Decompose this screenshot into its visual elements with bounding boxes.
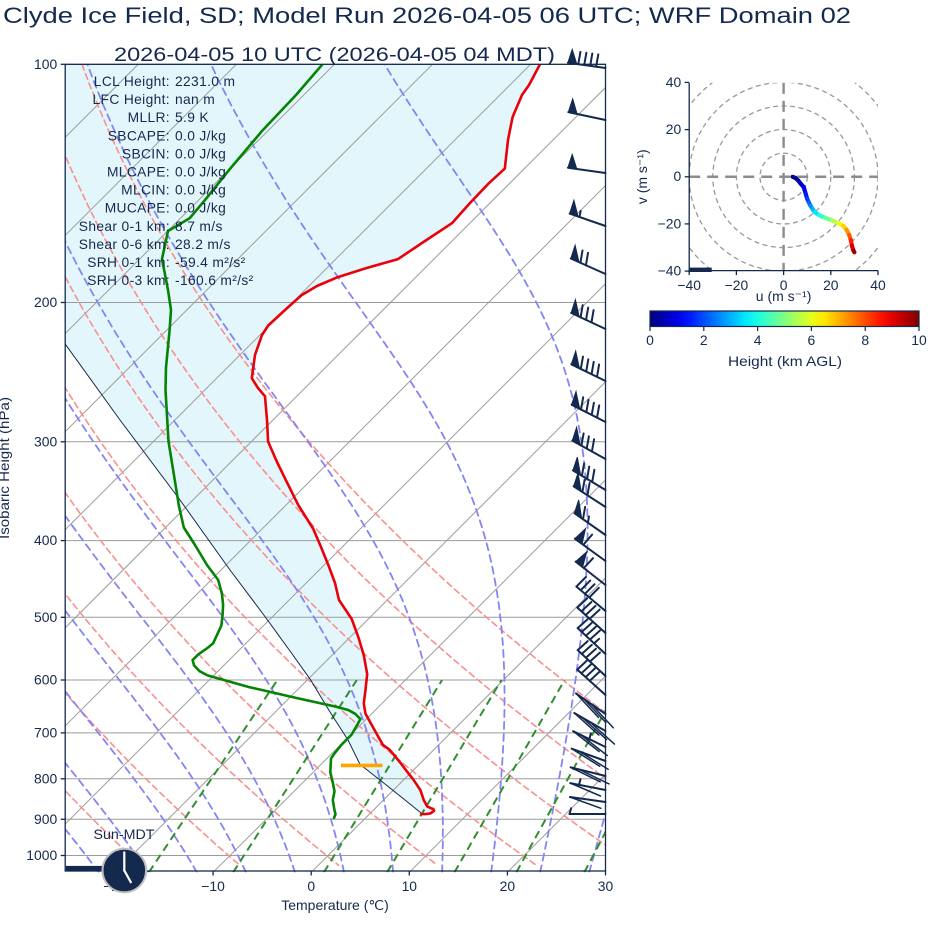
svg-text:8.7 m/s: 8.7 m/s: [175, 219, 223, 234]
svg-text:0.0 J/kg: 0.0 J/kg: [175, 201, 226, 216]
svg-text:4: 4: [754, 332, 762, 348]
svg-text:MLCAPE:: MLCAPE:: [107, 165, 170, 180]
svg-text:SBCIN:: SBCIN:: [122, 146, 170, 161]
svg-text:-160.6 m²/s²: -160.6 m²/s²: [175, 273, 254, 288]
svg-text:600: 600: [34, 672, 57, 688]
svg-text:10: 10: [911, 332, 927, 348]
svg-text:−10: −10: [201, 878, 225, 894]
svg-text:−20: −20: [725, 277, 749, 293]
svg-text:LFC Height:: LFC Height:: [93, 92, 170, 107]
svg-text:MLLR:: MLLR:: [128, 110, 170, 125]
svg-text:2026-04-05 10 UTC (2026-04-05: 2026-04-05 10 UTC (2026-04-05 04 MDT): [114, 44, 555, 66]
svg-text:SRH 0-3 km:: SRH 0-3 km:: [87, 273, 170, 288]
svg-text:5.9 K: 5.9 K: [175, 110, 209, 125]
svg-text:nan m: nan m: [175, 92, 215, 107]
svg-text:0: 0: [780, 277, 788, 293]
svg-text:MUCAPE:: MUCAPE:: [105, 201, 170, 216]
svg-text:800: 800: [34, 770, 57, 786]
svg-text:6: 6: [808, 332, 816, 348]
svg-text:400: 400: [34, 532, 57, 548]
svg-text:2: 2: [700, 332, 708, 348]
svg-text:−20: −20: [658, 215, 682, 231]
svg-text:40: 40: [870, 277, 886, 293]
svg-text:100: 100: [34, 56, 57, 72]
svg-text:500: 500: [34, 609, 57, 625]
svg-text:Isobaric Height (hPa): Isobaric Height (hPa): [0, 397, 12, 539]
svg-text:v (m s⁻¹): v (m s⁻¹): [634, 149, 650, 204]
svg-text:200: 200: [34, 294, 57, 310]
svg-text:Height (km AGL): Height (km AGL): [728, 353, 842, 369]
svg-text:LCL Height:: LCL Height:: [94, 74, 170, 89]
svg-text:0.0 J/kg: 0.0 J/kg: [175, 165, 226, 180]
svg-text:Clyde Ice Field, SD; Model Run: Clyde Ice Field, SD; Model Run 2026-04-0…: [3, 3, 851, 28]
svg-text:Shear 0-6 km:: Shear 0-6 km:: [79, 237, 170, 252]
svg-text:0.0 J/kg: 0.0 J/kg: [175, 146, 226, 161]
svg-text:Sun-MDT: Sun-MDT: [94, 826, 156, 842]
svg-text:SBCAPE:: SBCAPE:: [108, 128, 170, 143]
svg-text:-59.4 m²/s²: -59.4 m²/s²: [175, 255, 246, 270]
svg-text:10: 10: [402, 878, 418, 894]
svg-text:20: 20: [823, 277, 839, 293]
svg-text:SRH 0-1 km:: SRH 0-1 km:: [87, 255, 170, 270]
svg-text:8: 8: [861, 332, 869, 348]
svg-text:0: 0: [673, 168, 681, 184]
svg-text:Temperature (℃): Temperature (℃): [281, 897, 389, 913]
svg-text:2231.0 m: 2231.0 m: [175, 74, 235, 89]
svg-text:u (m s⁻¹): u (m s⁻¹): [756, 288, 812, 304]
svg-text:30: 30: [598, 878, 614, 894]
svg-text:0: 0: [307, 878, 315, 894]
svg-text:700: 700: [34, 724, 57, 740]
svg-text:MLCIN:: MLCIN:: [121, 183, 170, 198]
svg-text:−40: −40: [677, 277, 701, 293]
svg-text:20: 20: [500, 878, 516, 894]
svg-text:0: 0: [646, 332, 654, 348]
svg-text:1000: 1000: [26, 847, 57, 863]
svg-text:0.0 J/kg: 0.0 J/kg: [175, 128, 226, 143]
svg-text:Shear 0-1 km:: Shear 0-1 km:: [79, 219, 170, 234]
svg-text:28.2 m/s: 28.2 m/s: [175, 237, 231, 252]
svg-text:300: 300: [34, 433, 57, 449]
svg-text:−40: −40: [658, 263, 682, 279]
svg-text:40: 40: [666, 74, 682, 90]
svg-text:0.0 J/kg: 0.0 J/kg: [175, 183, 226, 198]
svg-text:20: 20: [666, 121, 682, 137]
svg-text:900: 900: [34, 811, 57, 827]
